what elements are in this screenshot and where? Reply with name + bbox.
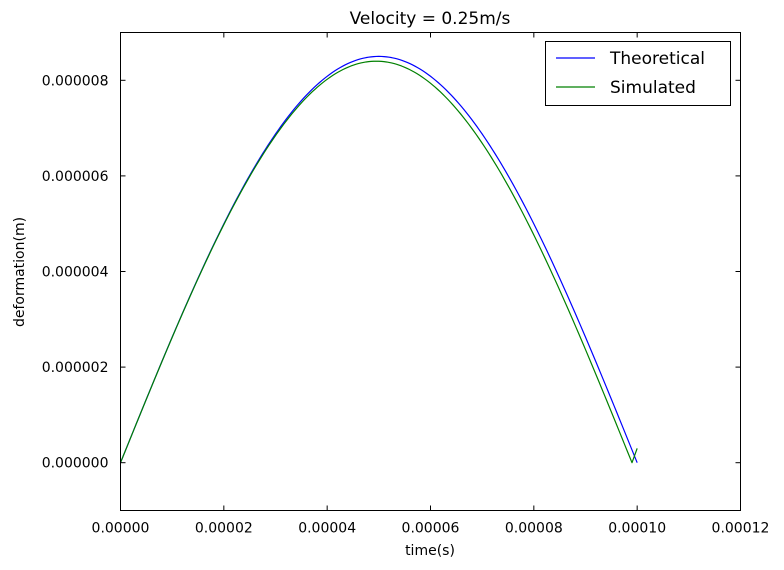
x-axis-label: time(s) <box>405 543 455 559</box>
y-tick-label: 0.000006 <box>42 169 109 185</box>
chart-title: Velocity = 0.25m/s <box>350 9 511 29</box>
legend-label-theoretical: Theoretical <box>609 49 705 69</box>
x-axis-ticks: 0.00000 0.00002 0.00004 0.00006 0.00008 0.000… <box>92 32 770 537</box>
x-tick-label: 0.00010 <box>608 521 666 537</box>
y-tick-label: 0.000002 <box>42 360 109 376</box>
series-line-simulated <box>119 60 638 464</box>
series-line-theoretical <box>119 55 638 463</box>
x-tick-label: 0.00012 <box>712 521 770 537</box>
x-tick-label: 0.00002 <box>195 521 253 537</box>
plot-lines <box>119 55 638 464</box>
x-tick-label: 0.00004 <box>298 521 356 537</box>
x-tick-label: 0.00008 <box>505 521 563 537</box>
legend-box <box>545 41 731 106</box>
y-tick-label: 0.000008 <box>42 73 109 89</box>
y-axis-ticks: 0.000000 0.000002 0.000004 0.000006 0.000008 <box>42 73 741 472</box>
x-tick-label: 0.00000 <box>92 521 150 537</box>
legend: Theoretical Simulated <box>545 41 731 106</box>
y-tick-label: 0.000004 <box>42 265 109 281</box>
legend-label-simulated: Simulated <box>610 78 696 98</box>
y-axis-label: deformation(m) <box>12 217 28 327</box>
y-tick-label: 0.000000 <box>42 456 109 472</box>
x-tick-label: 0.00006 <box>402 521 460 537</box>
